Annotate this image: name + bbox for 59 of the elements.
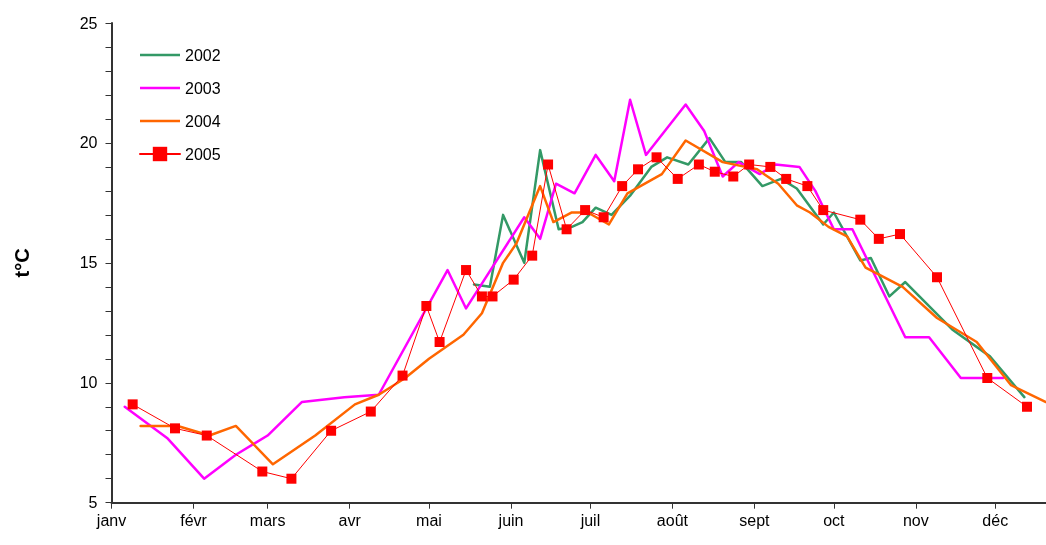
point bbox=[286, 473, 297, 484]
point bbox=[527, 250, 538, 261]
point bbox=[765, 161, 776, 172]
point bbox=[781, 173, 792, 184]
legend-label: 2005 bbox=[185, 145, 221, 163]
point bbox=[543, 159, 554, 170]
point bbox=[651, 152, 662, 163]
point bbox=[982, 372, 993, 383]
point bbox=[508, 274, 519, 285]
point bbox=[201, 430, 212, 441]
point bbox=[894, 229, 905, 240]
point bbox=[326, 425, 337, 436]
point bbox=[672, 173, 683, 184]
point bbox=[598, 212, 609, 223]
y-tick-label: 10 bbox=[79, 374, 98, 392]
x-tick-label: oct bbox=[823, 512, 846, 530]
point bbox=[397, 370, 408, 381]
x-tick-label: mars bbox=[249, 512, 286, 530]
point bbox=[617, 181, 628, 192]
point bbox=[461, 265, 472, 276]
x-tick-label: déc bbox=[982, 512, 1009, 530]
point bbox=[818, 205, 829, 216]
point bbox=[932, 272, 943, 283]
point bbox=[693, 159, 704, 170]
point bbox=[476, 291, 487, 302]
y-tick-label: 25 bbox=[79, 14, 98, 32]
x-tick-label: févr bbox=[180, 512, 208, 530]
point bbox=[855, 214, 866, 225]
point bbox=[744, 159, 755, 170]
point bbox=[127, 399, 138, 410]
x-tick-label: juin bbox=[497, 512, 524, 530]
point bbox=[257, 466, 268, 477]
legend-label: 2003 bbox=[185, 79, 221, 97]
point bbox=[580, 205, 591, 216]
point bbox=[434, 337, 445, 347]
point bbox=[170, 423, 180, 434]
point bbox=[561, 224, 572, 235]
x-tick-label: nov bbox=[902, 512, 929, 530]
y-tick-label: 20 bbox=[79, 134, 98, 152]
x-tick-label: mai bbox=[416, 512, 442, 530]
point bbox=[802, 181, 813, 192]
x-tick-label: juil bbox=[579, 512, 601, 530]
legend-label: 2004 bbox=[185, 112, 221, 130]
y-axis-title: t°C bbox=[10, 248, 33, 278]
point bbox=[487, 291, 498, 302]
x-tick-label: sept bbox=[739, 512, 771, 530]
x-tick-label: avr bbox=[338, 512, 362, 530]
point bbox=[728, 171, 739, 182]
point bbox=[873, 233, 884, 244]
y-tick-label: 15 bbox=[79, 254, 98, 272]
point bbox=[421, 301, 432, 312]
x-tick-label: août bbox=[656, 512, 689, 530]
y-tick-label: 5 bbox=[88, 494, 98, 512]
point bbox=[1021, 401, 1032, 412]
legend-label: 2002 bbox=[185, 46, 221, 64]
point bbox=[633, 164, 644, 175]
point bbox=[365, 406, 376, 417]
point bbox=[709, 166, 720, 177]
x-tick-label: janv bbox=[95, 512, 127, 530]
